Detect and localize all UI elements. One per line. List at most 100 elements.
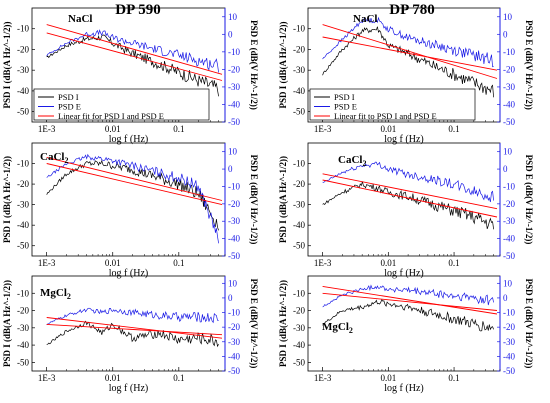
legend-entry: PSD E <box>334 102 357 112</box>
x-tick-label: 1E-3 <box>38 258 56 268</box>
right-tick-label: 10 <box>503 12 513 22</box>
left-tick-label: -10 <box>17 24 29 34</box>
psd-i-series <box>46 159 219 231</box>
right-tick-label: 0 <box>228 164 233 174</box>
right-tick-label: 0 <box>228 293 233 303</box>
right-tick-label: -50 <box>228 117 240 127</box>
right-tick-label: -30 <box>503 82 515 92</box>
linear-fit-line <box>46 323 223 336</box>
plot-frame <box>307 142 501 257</box>
left-tick-label: -50 <box>293 357 305 367</box>
right-tick-label: -20 <box>503 199 515 209</box>
left-y-axis-label: PSD I (dB(A Hz^-1/2)) <box>2 22 12 109</box>
right-tick-label: -10 <box>503 47 515 57</box>
panel-4: -10 -20 -30 -40 -50 10 0 -10 -20 -30 -40 -50 1E-3 0.0… <box>278 142 534 279</box>
right-tick-label: -40 <box>228 99 240 109</box>
x-axis-label: log f (Hz) <box>384 268 423 279</box>
legend-entry: PSD I <box>334 92 355 102</box>
legend-entry: PSD I <box>58 92 79 102</box>
x-tick-label: 0.01 <box>380 258 396 268</box>
panel-label: NaCl <box>353 13 377 25</box>
psd-i-series <box>46 34 219 97</box>
right-tick-label: 10 <box>228 12 238 22</box>
right-tick-label: -50 <box>503 251 515 261</box>
psd-e-series <box>322 16 494 68</box>
right-tick-label: 10 <box>228 278 238 288</box>
right-y-axis-label: PSD E (dB(V Hz^-1/2)) <box>249 155 259 245</box>
linear-fit-line <box>46 163 223 206</box>
left-tick-label: -30 <box>17 200 29 210</box>
panel-label: CaCl2 <box>40 151 68 165</box>
x-tick-label: 0.1 <box>448 258 459 268</box>
right-tick-label: 10 <box>503 147 513 157</box>
right-y-axis-label: PSD E (dB(V Hz^-1/2)) <box>524 279 534 369</box>
x-axis-label: log f (Hz) <box>109 268 148 279</box>
panel-5: -10 -20 -30 -40 -50 10 0 -10 -20 -30 -40 -50 1E-3 0.0… <box>2 275 259 394</box>
right-tick-label: 10 <box>503 278 513 288</box>
right-y-axis-label: PSD E (dB(V Hz^-1/2)) <box>249 279 259 369</box>
panel-2: -10 -20 -30 -40 -50 10 0 -10 -20 -30 -40 -50 1E-3 0.0… <box>278 7 534 145</box>
right-tick-label: -30 <box>228 82 240 92</box>
right-tick-label: -50 <box>503 117 515 127</box>
panel-label: MgCl2 <box>322 321 353 335</box>
x-tick-label: 0.01 <box>380 373 396 383</box>
right-tick-label: -40 <box>503 234 515 244</box>
x-tick-label: 0.1 <box>173 124 184 134</box>
right-y-axis-label: PSD E (dB(V Hz^-1/2)) <box>524 20 534 110</box>
x-axis-label: log f (Hz) <box>109 383 148 394</box>
right-tick-label: -10 <box>503 181 515 191</box>
psd-e-series <box>322 161 494 203</box>
right-tick-label: -20 <box>228 199 240 209</box>
x-tick-label: 0.1 <box>448 124 459 134</box>
panel-label: NaCl <box>68 13 92 25</box>
x-axis-label: log f (Hz) <box>109 134 148 145</box>
panels-group: -10 -20 -30 -40 -50 10 0 -10 -20 -30 -40 -50 1E-3 0.0… <box>2 7 534 394</box>
x-tick-label: 0.01 <box>105 258 121 268</box>
left-tick-label: -10 <box>293 288 305 298</box>
left-tick-label: -40 <box>293 86 305 96</box>
right-tick-label: 0 <box>228 29 233 39</box>
linear-fit-line <box>322 173 498 210</box>
x-tick-label: 0.01 <box>380 124 396 134</box>
left-tick-label: -30 <box>17 323 29 333</box>
right-tick-label: -30 <box>228 337 240 347</box>
psd-e-series <box>46 29 219 73</box>
left-y-axis-label: PSD I (dB(A Hz^-1/2)) <box>278 280 288 367</box>
linear-fit-line <box>46 32 223 81</box>
left-tick-label: -30 <box>293 200 305 210</box>
right-tick-label: -40 <box>503 99 515 109</box>
left-tick-label: -30 <box>293 65 305 75</box>
left-tick-label: -40 <box>17 86 29 96</box>
left-y-axis-label: PSD I (dB(A Hz^-1/2)) <box>278 22 288 109</box>
right-tick-label: 10 <box>228 147 238 157</box>
right-y-axis-label: PSD E (dB(V Hz^-1/2)) <box>249 20 259 110</box>
right-tick-label: 0 <box>503 293 508 303</box>
right-tick-label: -50 <box>228 251 240 261</box>
right-y-axis-label: PSD E (dB(V Hz^-1/2)) <box>524 155 534 245</box>
linear-fit-line <box>322 285 498 315</box>
x-axis-label: log f (Hz) <box>384 134 423 145</box>
right-tick-label: -10 <box>228 308 240 318</box>
x-tick-label: 1E-3 <box>38 373 56 383</box>
legend-entry: PSD E <box>58 102 81 112</box>
x-tick-label: 0.1 <box>448 373 459 383</box>
left-tick-label: -20 <box>17 179 29 189</box>
left-tick-label: -10 <box>17 288 29 298</box>
x-tick-label: 0.01 <box>105 373 121 383</box>
right-tick-label: 0 <box>503 164 508 174</box>
right-tick-label: -30 <box>228 216 240 226</box>
left-y-axis-label: PSD I (dB(A Hz^-1/2)) <box>2 156 12 243</box>
right-tick-label: 0 <box>503 29 508 39</box>
right-tick-label: -20 <box>228 322 240 332</box>
right-tick-label: -50 <box>503 366 515 376</box>
left-tick-label: -10 <box>293 24 305 34</box>
left-tick-label: -40 <box>293 220 305 230</box>
legend-box <box>309 88 476 121</box>
left-tick-label: -10 <box>293 159 305 169</box>
psd-e-series <box>322 284 494 308</box>
left-y-axis-label: PSD I (dB(A Hz^-1/2)) <box>2 280 12 367</box>
left-tick-label: -10 <box>17 159 29 169</box>
